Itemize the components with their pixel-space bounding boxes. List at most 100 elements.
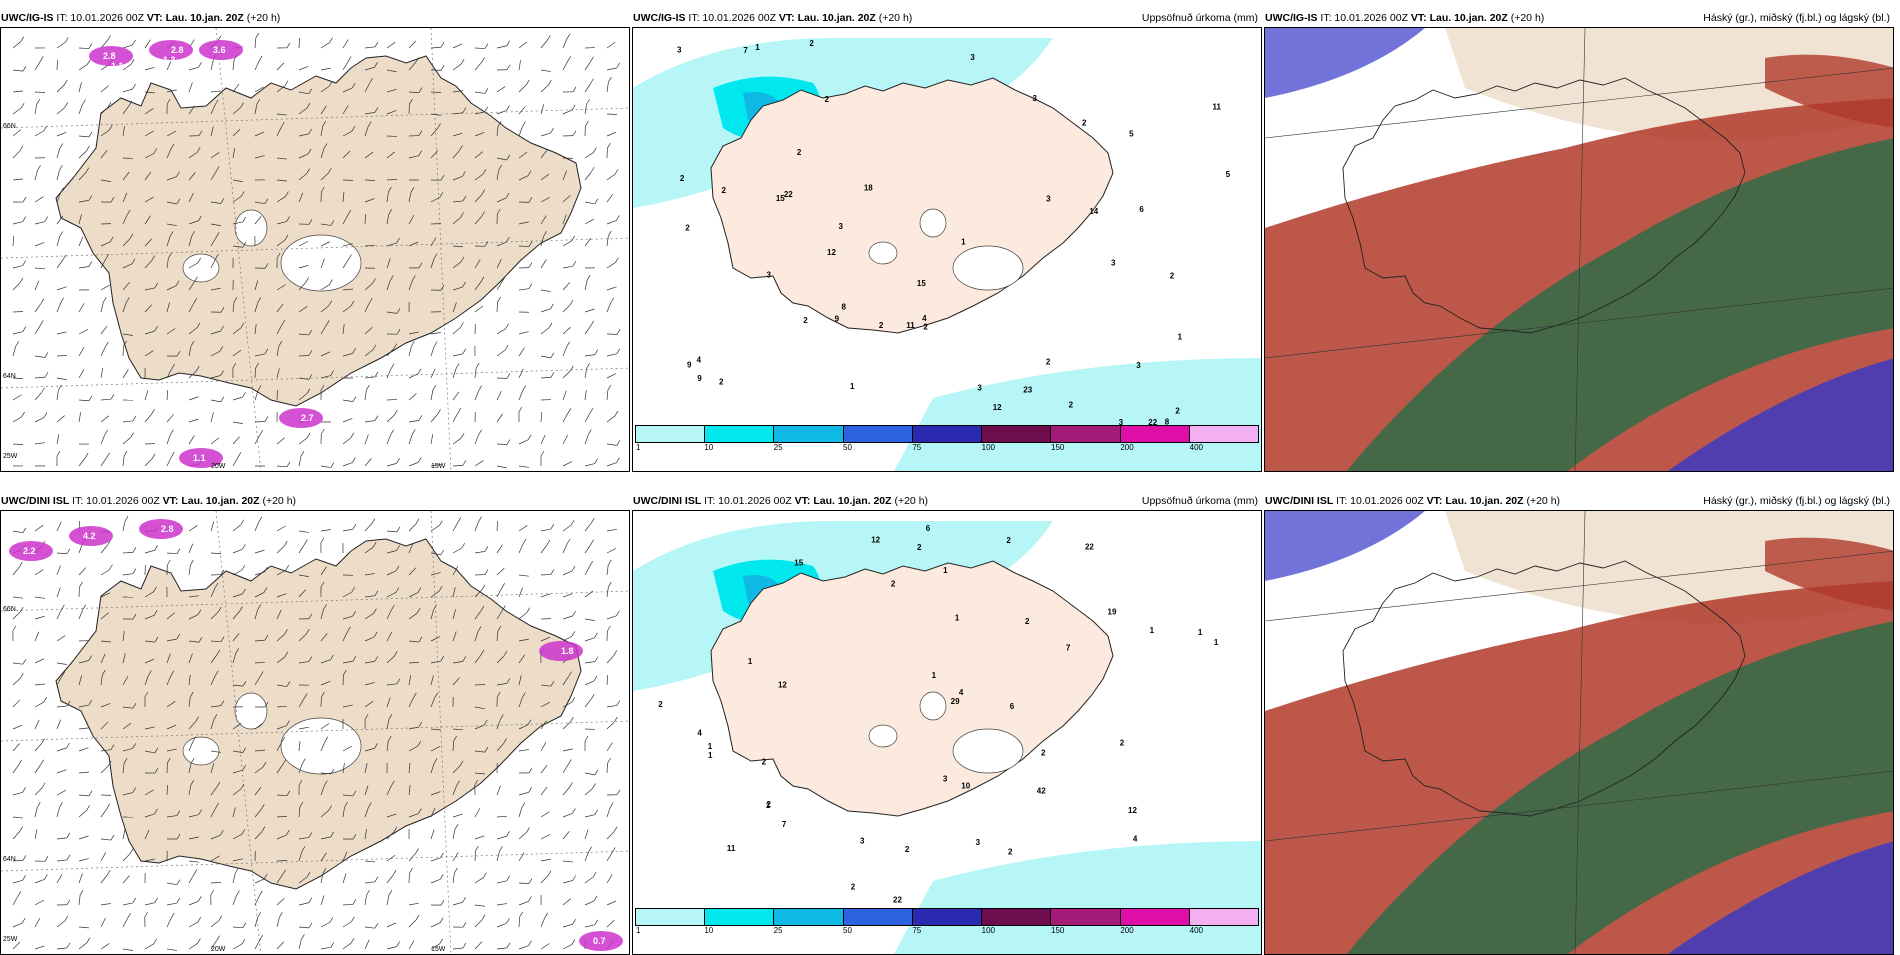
precip-value: 2 — [685, 224, 690, 233]
precip-value: 1 — [955, 613, 960, 622]
precip-value: 3 — [977, 383, 982, 392]
panel-header: UWC/DINI ISL IT: 10.01.2026 00Z VT: Lau.… — [1, 492, 630, 510]
precip-value: 1 — [708, 751, 713, 760]
gust-value: 2.7 — [301, 413, 314, 423]
precip-value: 2 — [803, 316, 808, 325]
glacier-vatnajokull — [953, 246, 1023, 290]
glacier-hofsjokull — [869, 725, 897, 747]
colorbar-tick-label: 25 — [774, 926, 783, 935]
colorbar-tick-label: 75 — [912, 926, 921, 935]
precip-value: 8 — [841, 302, 846, 311]
precip-value: 2 — [722, 186, 727, 195]
precip-value: 1 — [755, 43, 760, 52]
precip-value: 22 — [893, 896, 902, 905]
precip-value: 3 — [860, 837, 865, 846]
precip-value: 23 — [1023, 386, 1032, 395]
precip-value: 1 — [708, 742, 713, 751]
colorbar-swatch — [913, 909, 982, 925]
precip-value: 4 — [959, 688, 964, 697]
precip-value: 2 — [1006, 536, 1011, 545]
colorbar-swatch — [844, 426, 913, 442]
glacier-hofsjokull — [183, 254, 219, 282]
precip-value: 1 — [766, 801, 771, 810]
precip-value: 3 — [1111, 258, 1116, 267]
colorbar-tick-label: 75 — [912, 443, 921, 452]
gust-value: 2.8 — [171, 45, 184, 55]
colorbar-swatch — [1051, 909, 1120, 925]
glacier-vatnajokull — [281, 235, 361, 291]
cloud-map[interactable] — [1264, 510, 1894, 955]
colorbar-swatch — [705, 909, 774, 925]
gust-value: 3.6 — [213, 45, 226, 55]
colorbar-tick-label: 10 — [704, 443, 713, 452]
precip-value: 29 — [951, 697, 960, 706]
precip-value: 1 — [850, 382, 855, 391]
colorbar-tick-label: 200 — [1120, 926, 1133, 935]
colorbar-tick-label: 100 — [982, 926, 995, 935]
precip-value: 2 — [1069, 401, 1074, 410]
precip-value: 2 — [1041, 748, 1046, 757]
precip-value: 2 — [879, 321, 884, 330]
precip-value: 1 — [961, 237, 966, 246]
cloud-panel-top: UWC/IG-IS IT: 10.01.2026 00Z VT: Lau. 10… — [1264, 9, 1895, 472]
colorbar-swatch — [774, 909, 843, 925]
colorbar-swatch — [982, 909, 1051, 925]
axis-label: 25W — [3, 936, 18, 943]
colorbar-tick-label: 1 — [636, 926, 640, 935]
precip-value: 2 — [658, 700, 663, 709]
axis-label: 25W — [3, 453, 18, 460]
panel-header: UWC/DINI ISL IT: 10.01.2026 00Z VT: Lau.… — [633, 492, 1262, 510]
wind-panel-top: UWC/IG-IS IT: 10.01.2026 00Z VT: Lau. 10… — [0, 9, 631, 472]
gust-value: 0.7 — [593, 936, 606, 946]
precip-value: 12 — [827, 248, 836, 257]
panel-header: UWC/IG-IS IT: 10.01.2026 00Z VT: Lau. 10… — [633, 9, 1262, 27]
precip-value: 1 — [932, 671, 937, 680]
precip-value: 3 — [767, 270, 772, 279]
precip-value: 2 — [825, 95, 830, 104]
precip-value: 2 — [905, 845, 910, 854]
colorbar-tick-label: 400 — [1190, 926, 1203, 935]
precip-value: 10 — [961, 781, 970, 790]
glacier-langjokull — [920, 692, 946, 720]
colorbar-swatch — [913, 426, 982, 442]
cloud-panel-bottom: UWC/DINI ISL IT: 10.01.2026 00Z VT: Lau.… — [1264, 492, 1895, 955]
precip-value: 1 — [748, 657, 753, 666]
panel-header: UWC/IG-IS IT: 10.01.2026 00Z VT: Lau. 10… — [1, 9, 630, 27]
colorbar-tick-label: 400 — [1190, 443, 1203, 452]
gust-value: 1.8 — [561, 646, 574, 656]
precip-value: 14 — [1089, 207, 1098, 216]
precip-value: 2 — [851, 882, 856, 891]
cloud-map[interactable] — [1264, 27, 1894, 472]
precip-value: 1 — [1214, 638, 1219, 647]
gust-value: 1.1 — [193, 453, 206, 463]
colorbar-tick-label: 200 — [1120, 443, 1133, 452]
precip-value: 11 — [727, 844, 736, 853]
precip-value: 2 — [1170, 271, 1175, 280]
colorbar-swatch — [1121, 909, 1190, 925]
gust-value: 2.2 — [23, 546, 36, 556]
precip-value: 4 — [922, 314, 927, 323]
colorbar-tick-label: 50 — [843, 443, 852, 452]
precip-value: 6 — [1010, 702, 1015, 711]
precip-panel-bottom: UWC/DINI ISL IT: 10.01.2026 00Z VT: Lau.… — [632, 492, 1263, 955]
panel-header: UWC/DINI ISL IT: 10.01.2026 00Z VT: Lau.… — [1265, 492, 1894, 510]
colorbar-tick-label: 150 — [1051, 926, 1064, 935]
precip-value: 3 — [1046, 194, 1051, 203]
precip-value: 1 — [1178, 333, 1183, 342]
gust-value: 1.1 — [111, 61, 124, 71]
precip-value: 1 — [1150, 626, 1155, 635]
colorbar-tick-label: 25 — [774, 443, 783, 452]
precip-value: 9 — [697, 374, 702, 383]
precip-value: 2 — [923, 322, 928, 331]
precip-value: 2 — [891, 580, 896, 589]
axis-label: 66N — [3, 123, 16, 130]
gust-value: 4.2 — [83, 531, 96, 541]
precip-value: 3 — [677, 46, 682, 55]
precip-value: 5 — [1129, 129, 1134, 138]
precip-value: 2 — [809, 39, 814, 48]
precip-value: 42 — [1037, 786, 1046, 795]
